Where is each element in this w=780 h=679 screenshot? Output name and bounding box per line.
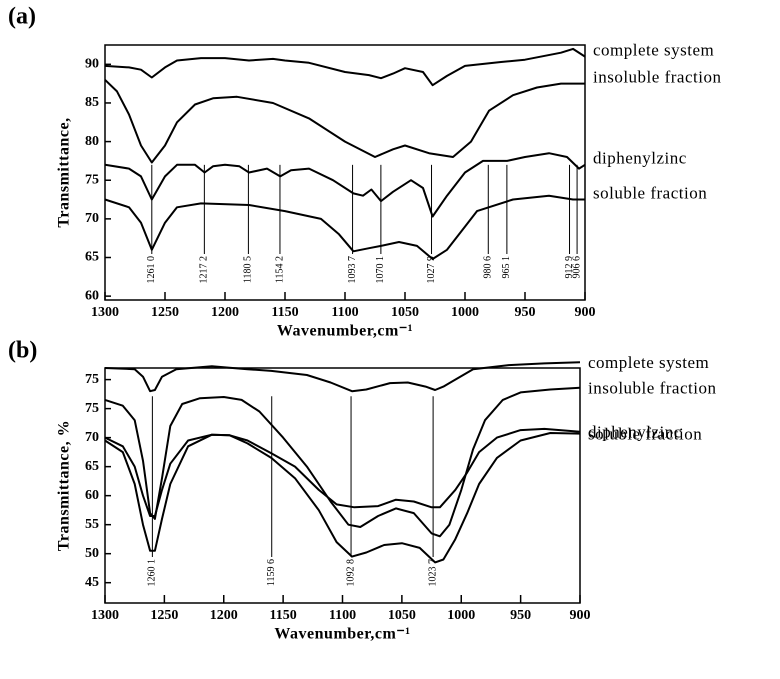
x-tick-label: 1000 <box>451 305 479 320</box>
peak-label: 1261 0 <box>146 256 157 284</box>
x-tick-label: 1150 <box>271 305 298 320</box>
plot-frame <box>104 44 586 301</box>
y-tick-label: 65 <box>85 250 99 265</box>
x-tick-label: 1250 <box>151 305 179 320</box>
x-tick-label: 1300 <box>91 608 119 623</box>
y-tick-label: 60 <box>85 488 99 503</box>
y-axis-label: Transmittance, % <box>56 420 73 551</box>
panel-title: (b) <box>8 338 37 364</box>
peak-label: 1217 2 <box>199 256 210 284</box>
spectrum-line <box>104 79 585 164</box>
x-tick-label: 1000 <box>447 608 475 623</box>
spectrum-line <box>104 152 586 218</box>
y-tick-label: 55 <box>85 517 99 532</box>
y-tick-label: 90 <box>85 57 99 72</box>
spectrum-line <box>104 47 586 87</box>
peak-label: 906 6 <box>571 256 582 279</box>
x-tick-label: 1050 <box>388 608 416 623</box>
peak-label: 1154 2 <box>274 256 285 283</box>
x-axis-label: Wavenumber,cm⁻¹ <box>274 626 410 643</box>
x-axis-label: Wavenumber,cm⁻¹ <box>277 323 413 340</box>
spectrum-line <box>104 427 581 517</box>
y-axis-label: Transmittance, <box>56 117 73 227</box>
peak-label: 965 1 <box>501 256 512 279</box>
peak-label: 1093 7 <box>347 256 358 284</box>
y-tick-label: 65 <box>85 459 99 474</box>
x-tick-label: 1300 <box>91 305 119 320</box>
peak-label: 1023 7 <box>427 559 438 587</box>
spectrum-line <box>104 386 581 538</box>
peak-label: 980 6 <box>483 256 494 279</box>
peak-label: 1159 6 <box>266 559 277 586</box>
spectrum-line <box>104 432 581 564</box>
peak-label: 912 9 <box>564 256 575 279</box>
peak-label: 1027 9 <box>426 256 437 284</box>
series-label: diphenylzinc <box>593 149 687 168</box>
x-tick-label: 900 <box>570 608 591 623</box>
panel-title: (a) <box>8 4 36 30</box>
y-tick-label: 45 <box>85 575 99 590</box>
x-tick-label: 1200 <box>210 608 238 623</box>
spectrum-line <box>104 194 585 260</box>
x-tick-label: 1200 <box>211 305 239 320</box>
y-tick-label: 75 <box>85 372 99 387</box>
plot-frame <box>104 367 581 604</box>
series-label: soluble fraction <box>588 424 702 443</box>
x-tick-label: 1150 <box>270 608 297 623</box>
series-label: complete system <box>588 353 709 372</box>
peak-label: 1180 5 <box>243 256 254 283</box>
series-label: insoluble fraction <box>588 379 716 398</box>
series-label: complete system <box>593 40 714 59</box>
x-tick-label: 950 <box>515 305 536 320</box>
y-tick-label: 80 <box>85 134 99 149</box>
x-tick-label: 1250 <box>150 608 178 623</box>
y-tick-label: 70 <box>85 430 99 445</box>
peak-label: 1092 8 <box>345 559 356 587</box>
spectrum-line <box>104 361 581 393</box>
y-tick-label: 50 <box>85 546 99 561</box>
y-tick-label: 70 <box>85 211 99 226</box>
peak-label: 1260 1 <box>147 559 158 587</box>
x-tick-label: 1050 <box>391 305 419 320</box>
peak-label: 1070 1 <box>375 256 386 284</box>
x-tick-label: 1100 <box>331 305 358 320</box>
series-label: soluble fraction <box>593 183 707 202</box>
x-tick-label: 950 <box>510 608 531 623</box>
x-tick-label: 900 <box>575 305 596 320</box>
x-tick-label: 1100 <box>329 608 356 623</box>
y-tick-label: 75 <box>85 401 99 416</box>
y-tick-label: 85 <box>85 95 99 110</box>
y-tick-label: 60 <box>85 288 99 303</box>
series-label: diphenylzinc <box>588 423 682 442</box>
y-tick-label: 75 <box>85 172 99 187</box>
series-label: insoluble fraction <box>593 68 721 87</box>
